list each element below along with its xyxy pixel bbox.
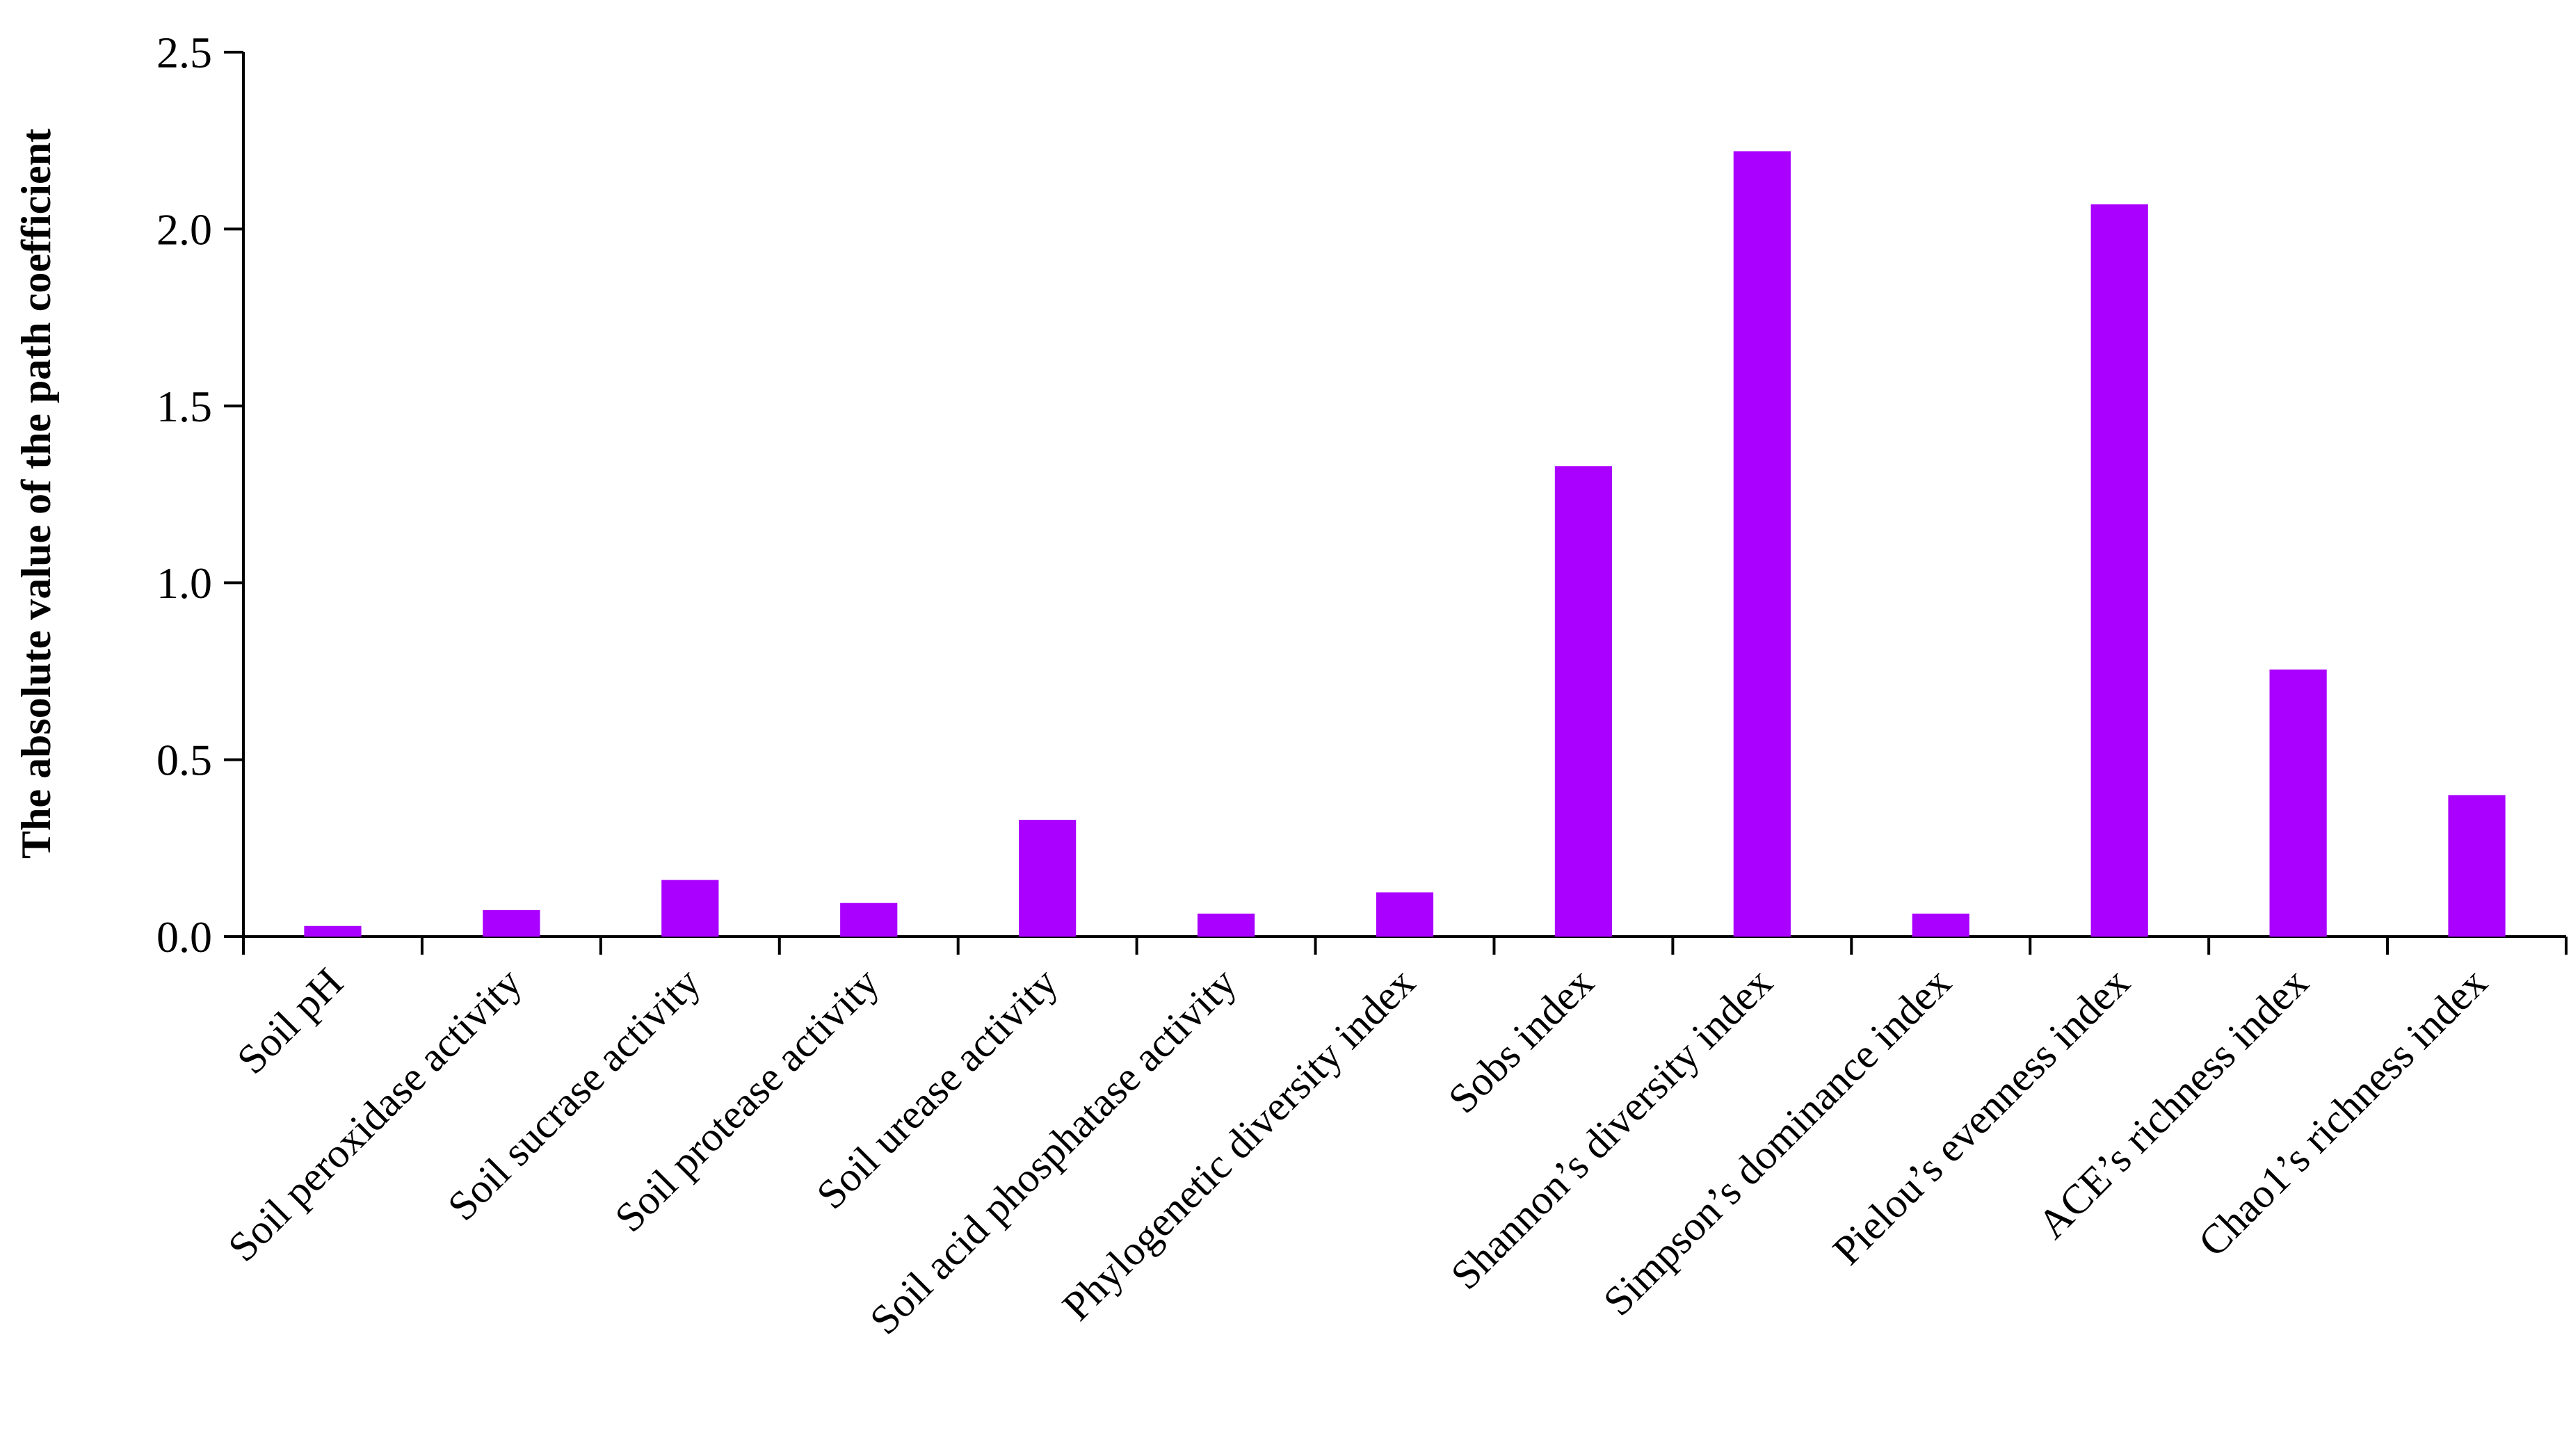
x-tick-label: Soil acid phosphatase activity (861, 960, 1245, 1343)
bar (304, 925, 362, 937)
y-axis: 0.0 0.5 1.0 1.5 2.0 2.5 (156, 28, 245, 962)
y-tick-label: 0.5 (156, 736, 212, 785)
bars (304, 151, 2506, 937)
x-tick-label: Soil pH (228, 960, 352, 1083)
y-tick-label: 0.0 (156, 912, 212, 962)
bar (1019, 820, 1077, 937)
x-tick-label: Pielou’s evenness index (1824, 960, 2138, 1274)
bar (1912, 913, 1969, 937)
bar (483, 909, 540, 937)
bar (2448, 795, 2506, 937)
x-axis (242, 935, 2568, 955)
x-tick-label: Simpson’s dominance index (1595, 960, 1960, 1325)
bar (1197, 913, 1255, 937)
bar (2269, 669, 2327, 937)
bar (1554, 466, 1613, 937)
bar (661, 880, 719, 937)
x-tick-label: Shannon’s diversity index (1442, 960, 1781, 1298)
bar (1733, 151, 1791, 937)
x-tick-label: Chao1’s richness index (2189, 960, 2495, 1265)
bar (840, 903, 898, 937)
y-tick-label: 1.5 (156, 382, 212, 431)
x-tick-label: Phylogenetic diversity index (1054, 960, 1424, 1329)
y-tick-label: 2.5 (156, 28, 212, 77)
bar (1376, 892, 1434, 937)
y-axis-title: The absolute value of the path coefficie… (13, 129, 59, 859)
x-tick-label: Sobs index (1440, 960, 1602, 1122)
x-tick-label: Soil peroxidase activity (219, 960, 530, 1270)
bar (2090, 204, 2148, 937)
y-tick-label: 1.0 (156, 558, 212, 608)
y-tick-label: 2.0 (156, 204, 212, 254)
